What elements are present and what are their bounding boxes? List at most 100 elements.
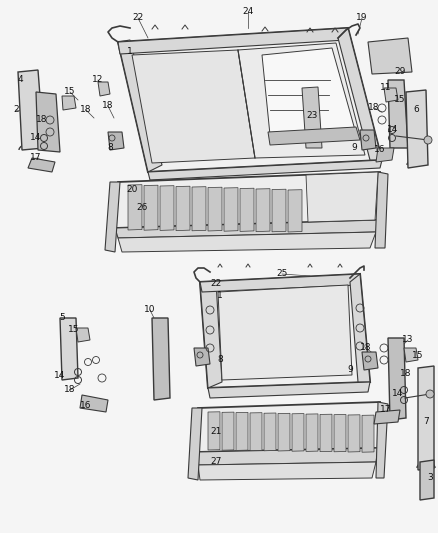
- Text: 26: 26: [136, 204, 148, 213]
- Polygon shape: [306, 172, 378, 222]
- Polygon shape: [105, 182, 120, 252]
- Polygon shape: [196, 448, 378, 465]
- Polygon shape: [362, 352, 378, 370]
- Polygon shape: [28, 158, 55, 172]
- Text: 17: 17: [30, 154, 42, 163]
- Polygon shape: [194, 348, 210, 366]
- Text: 14: 14: [30, 133, 42, 142]
- Text: 14: 14: [387, 125, 399, 134]
- Text: 22: 22: [132, 13, 144, 22]
- Text: 11: 11: [380, 84, 392, 93]
- Polygon shape: [118, 28, 382, 172]
- Text: 18: 18: [368, 103, 380, 112]
- Polygon shape: [208, 382, 370, 398]
- Polygon shape: [176, 186, 190, 231]
- Polygon shape: [262, 48, 355, 135]
- Text: 1: 1: [127, 47, 133, 56]
- Polygon shape: [256, 189, 270, 232]
- Circle shape: [426, 390, 434, 398]
- Polygon shape: [198, 462, 376, 480]
- Polygon shape: [384, 88, 398, 102]
- Text: 6: 6: [413, 106, 419, 115]
- Bar: [274, 101, 282, 109]
- Polygon shape: [240, 188, 254, 231]
- Polygon shape: [288, 190, 302, 232]
- Text: 1: 1: [217, 292, 223, 301]
- Text: 8: 8: [107, 143, 113, 152]
- Text: 10: 10: [144, 305, 156, 314]
- Polygon shape: [160, 185, 174, 230]
- Text: 8: 8: [217, 356, 223, 365]
- Polygon shape: [268, 127, 360, 145]
- Text: 4: 4: [17, 76, 23, 85]
- Polygon shape: [208, 412, 220, 450]
- Text: 13: 13: [402, 335, 414, 344]
- Polygon shape: [76, 328, 90, 342]
- Polygon shape: [196, 402, 380, 452]
- Text: 12: 12: [92, 76, 104, 85]
- Bar: [306, 101, 314, 109]
- Polygon shape: [60, 318, 78, 380]
- Text: 21: 21: [210, 427, 222, 437]
- Polygon shape: [418, 366, 434, 470]
- Text: 5: 5: [59, 313, 65, 322]
- Text: 15: 15: [64, 87, 76, 96]
- Text: 20: 20: [126, 185, 138, 195]
- Polygon shape: [115, 220, 378, 238]
- Bar: [274, 114, 282, 122]
- Polygon shape: [348, 415, 360, 452]
- Polygon shape: [192, 187, 206, 231]
- Polygon shape: [250, 413, 262, 450]
- Polygon shape: [18, 70, 44, 150]
- Polygon shape: [334, 415, 346, 452]
- Polygon shape: [302, 87, 322, 148]
- Polygon shape: [218, 285, 352, 380]
- Polygon shape: [350, 274, 370, 382]
- Polygon shape: [238, 43, 365, 158]
- Text: 15: 15: [412, 351, 424, 360]
- Text: 23: 23: [306, 111, 318, 120]
- Text: 15: 15: [68, 326, 80, 335]
- Text: 14: 14: [54, 370, 66, 379]
- Text: 18: 18: [360, 343, 372, 352]
- Polygon shape: [132, 50, 255, 163]
- Polygon shape: [360, 130, 376, 150]
- Polygon shape: [376, 148, 394, 162]
- Text: 9: 9: [347, 366, 353, 375]
- Text: 14: 14: [392, 390, 404, 399]
- Text: 18: 18: [80, 106, 92, 115]
- Text: 9: 9: [351, 143, 357, 152]
- Text: 15: 15: [394, 95, 406, 104]
- Polygon shape: [224, 188, 238, 231]
- Polygon shape: [306, 414, 318, 451]
- Text: 18: 18: [400, 369, 412, 378]
- Polygon shape: [362, 415, 374, 452]
- Polygon shape: [338, 28, 382, 160]
- Circle shape: [424, 136, 432, 144]
- Text: 16: 16: [374, 146, 386, 155]
- Polygon shape: [36, 92, 60, 152]
- Text: 29: 29: [394, 68, 406, 77]
- Text: 7: 7: [423, 417, 429, 426]
- FancyBboxPatch shape: [270, 198, 310, 212]
- Polygon shape: [368, 38, 412, 74]
- Polygon shape: [118, 40, 162, 172]
- Text: 25: 25: [276, 270, 288, 279]
- Polygon shape: [388, 80, 408, 148]
- Polygon shape: [404, 348, 418, 362]
- Text: 18: 18: [36, 116, 48, 125]
- Polygon shape: [292, 414, 304, 451]
- Polygon shape: [420, 460, 434, 500]
- Polygon shape: [208, 187, 222, 231]
- Polygon shape: [406, 90, 428, 168]
- Polygon shape: [236, 413, 248, 450]
- Text: 22: 22: [210, 279, 222, 288]
- Polygon shape: [98, 82, 110, 96]
- Text: 18: 18: [64, 385, 76, 394]
- Polygon shape: [278, 413, 290, 451]
- FancyBboxPatch shape: [220, 430, 260, 444]
- Polygon shape: [320, 414, 332, 451]
- Polygon shape: [128, 185, 142, 230]
- Polygon shape: [62, 96, 76, 110]
- Text: 16: 16: [80, 401, 92, 410]
